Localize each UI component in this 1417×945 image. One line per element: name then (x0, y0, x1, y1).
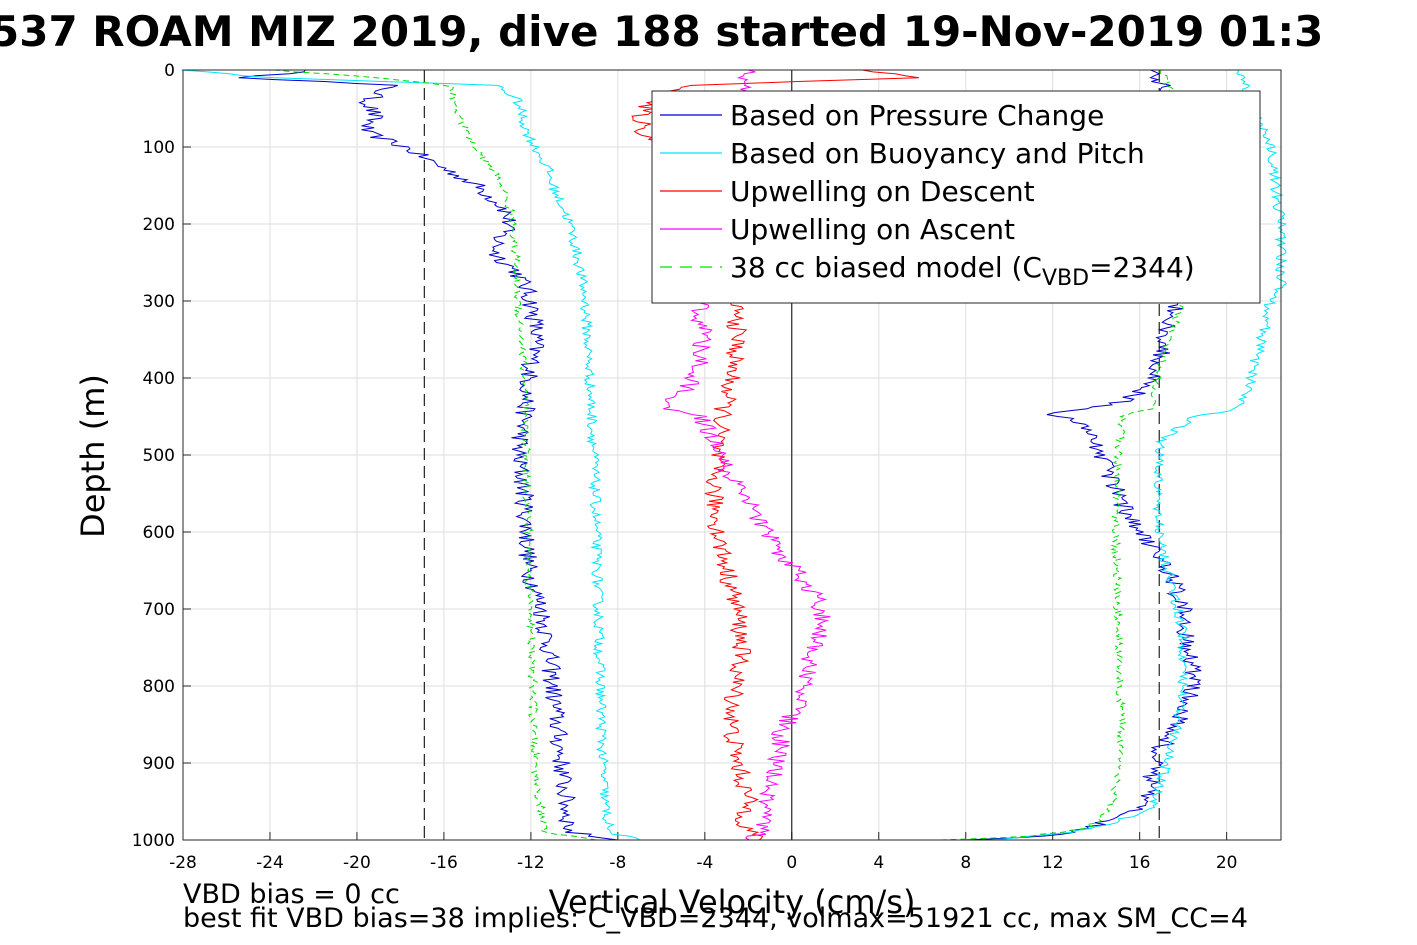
x-tick-label: 0 (786, 853, 797, 873)
series-line-1-ascent (991, 69, 1288, 841)
x-tick-labels: -28 -24 -20 -16 -12 -8 -4 0 4 8 12 16 20 (169, 853, 1237, 873)
legend-label-text: Upwelling on Descent (730, 175, 1035, 208)
series-line-4-descent (273, 69, 597, 841)
x-tick-label: 8 (960, 853, 971, 873)
x-tick-label: 4 (873, 853, 884, 873)
y-tick-label: 600 (143, 523, 175, 543)
x-tick-label: 16 (1129, 853, 1151, 873)
x-tick-label: -20 (343, 853, 371, 873)
x-tick-label: -28 (169, 853, 197, 873)
vbd-bias-note: VBD bias = 0 cc (183, 879, 400, 910)
y-tick-label: 1000 (132, 831, 175, 851)
chart-title: 537 ROAM MIZ 2019, dive 188 started 19-N… (0, 7, 1323, 56)
y-tick-label: 100 (143, 138, 175, 158)
y-axis-label: Depth (m) (74, 374, 112, 538)
legend-label: Based on Buoyancy and Pitch (730, 137, 1145, 170)
legend-label: 38 cc biased model (CVBD=2344) (730, 251, 1195, 291)
y-tick-label: 200 (143, 215, 175, 235)
legend-label: Based on Pressure Change (730, 99, 1104, 132)
series-line-4-ascent (940, 69, 1190, 841)
x-tick-label: -4 (696, 853, 713, 873)
legend-box (651, 90, 1261, 304)
y-tick-label: 0 (164, 61, 175, 81)
legend-label: Upwelling on Ascent (730, 213, 1015, 246)
x-tick-label: -12 (517, 853, 545, 873)
y-tick-label: 800 (143, 677, 175, 697)
legend-label-text: Upwelling on Ascent (730, 213, 1015, 246)
legend: Based on Pressure Change Based on Buoyanc… (651, 90, 1261, 304)
x-tick-label: 12 (1042, 853, 1064, 873)
legend-suffix: =2344) (1089, 251, 1195, 284)
y-tick-label: 500 (143, 446, 175, 466)
plot-frame (182, 69, 1282, 841)
x-tick-label: 20 (1216, 853, 1238, 873)
legend-label: Upwelling on Descent (730, 175, 1035, 208)
y-tick-label: 700 (143, 600, 175, 620)
y-tick-label: 900 (143, 754, 175, 774)
legend-label-text: Based on Pressure Change (730, 99, 1104, 132)
best-fit-note: best fit VBD bias=38 implies: C_VBD=2344… (183, 903, 1248, 934)
x-tick-label: -16 (430, 853, 458, 873)
x-axis-label: Vertical Velocity (cm/s) (549, 883, 916, 921)
legend-label-text: 38 cc biased model (C (730, 251, 1042, 284)
series-line-1-descent (181, 69, 640, 841)
y-tick-label: 400 (143, 369, 175, 389)
x-tick-label: -8 (609, 853, 626, 873)
y-tick-labels: 0 100 200 300 400 500 600 700 800 900 1000 (132, 61, 175, 851)
y-tick-label: 300 (143, 292, 175, 312)
x-tick-label: -24 (256, 853, 284, 873)
series-line-0-descent (238, 69, 618, 841)
legend-subscript: VBD (1042, 266, 1089, 291)
legend-label-text: Based on Buoyancy and Pitch (730, 137, 1145, 170)
